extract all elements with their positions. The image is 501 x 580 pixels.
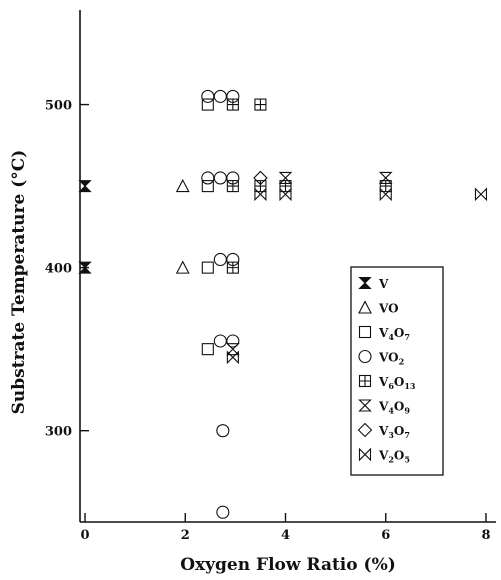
x-tick-label: 0 [80,528,89,543]
axis-ticks: 0 2 4 6 8 300 400 500 [45,99,491,543]
data-point-bowtie [279,187,292,202]
data-point-bowtie [226,350,239,365]
legend-marker-square [358,325,372,339]
legend-marker-x-box [358,399,372,412]
data-point-circle [216,505,230,519]
data-point-circle [213,89,227,103]
legend-marker-circle [358,349,372,364]
data-point-circle [201,89,215,103]
data-point-square-plus [379,180,392,193]
plot-frame [79,10,496,523]
data-point-square-plus [226,98,239,111]
legend-label: VO [378,302,399,316]
data-point-circle [226,334,240,348]
data-point-square [201,261,214,274]
y-tick-label: 300 [45,425,72,440]
data-point-diamond [253,170,268,186]
data-point-bowtie [254,187,267,202]
legend-label: VO2 [378,351,404,367]
data-point-bowtie [379,187,392,202]
data-point-square-plus [254,98,267,111]
x-axis-title: Oxygen Flow Ratio (%) [180,555,396,575]
x-tick-label: 6 [381,528,390,543]
data-point-triangle [175,178,190,193]
legend-label: V4O7 [378,326,410,342]
y-tick-label: 400 [45,262,72,277]
legend-marker-square-plus [358,374,372,388]
legend-marker-bowtie [358,447,372,462]
data-point-square-plus [226,261,239,274]
data-point-bowtie [474,187,488,202]
legend-marker-diamond [357,422,373,438]
data-point-circle [213,334,227,348]
x-tick-label: 4 [281,528,290,543]
data-point-hourglass [78,180,92,193]
legend: V VO V4O7 VO2 V6O13 V4O9 V3O7 V2O5 [350,266,444,476]
data-point-square-plus [254,180,267,193]
data-point-hourglass [78,261,92,274]
legend-label: V2O5 [378,449,410,465]
data-point-square [201,343,214,356]
data-point-square-plus [226,180,239,193]
legend-marker-hourglass [358,277,372,289]
data-point-circle [216,424,230,438]
data-point-triangle [175,260,190,274]
legend-box [350,266,444,476]
legend-label: V6O13 [378,375,416,391]
data-point-x-box [278,171,293,184]
x-tick-label: 2 [181,528,190,543]
legend-marker-triangle [358,300,372,314]
data-point-square [201,180,214,193]
y-tick-label: 500 [45,99,72,114]
data-point-square-plus [279,180,292,193]
data-points [78,89,488,519]
x-tick-label: 8 [481,528,490,543]
data-point-x-box [378,171,393,184]
data-point-circle [201,171,215,185]
legend-label: V4O9 [378,400,410,416]
legend-label: V [378,277,389,291]
data-point-circle [213,252,227,267]
legend-label: V3O7 [378,424,410,440]
data-point-square [201,98,214,111]
data-point-circle [213,171,227,185]
y-axis-title: Substrate Temperature (°C) [9,150,29,415]
